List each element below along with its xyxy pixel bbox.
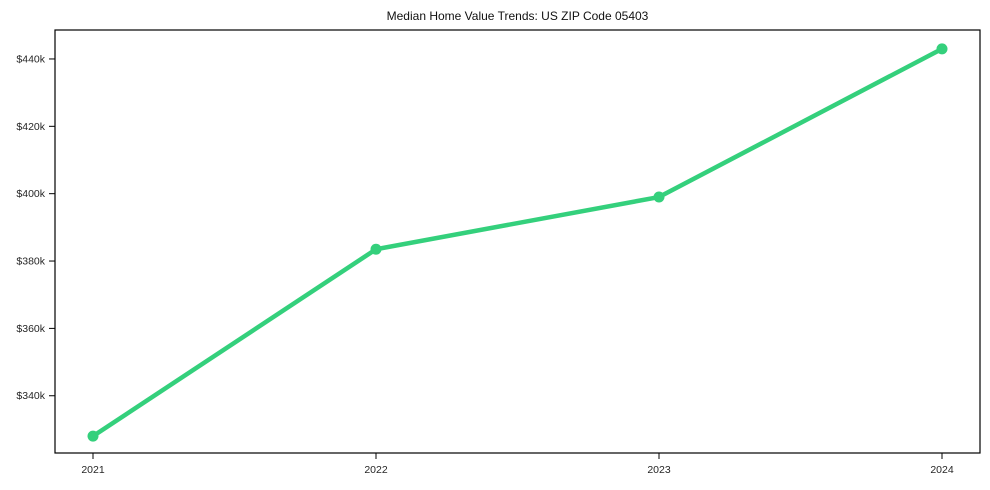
data-point-marker: [936, 43, 948, 55]
x-tick-label: 2023: [647, 464, 671, 476]
y-tick-label: $340k: [16, 390, 45, 402]
y-tick-label: $420k: [16, 121, 45, 133]
x-tick-label: 2021: [81, 464, 105, 476]
plot-frame: [54, 29, 981, 454]
x-tick-label: 2024: [930, 464, 954, 476]
trend-line: [90, 46, 945, 439]
data-point-marker: [370, 243, 382, 255]
x-tick-label: 2022: [364, 464, 388, 476]
y-tick-label: $400k: [16, 188, 45, 200]
data-point-marker: [87, 430, 99, 442]
data-point-marker: [653, 191, 665, 203]
y-tick-label: $360k: [16, 323, 45, 335]
y-tick-label: $380k: [16, 256, 45, 268]
chart-title: Median Home Value Trends: US ZIP Code 05…: [386, 9, 649, 23]
y-tick-label: $440k: [16, 53, 45, 65]
